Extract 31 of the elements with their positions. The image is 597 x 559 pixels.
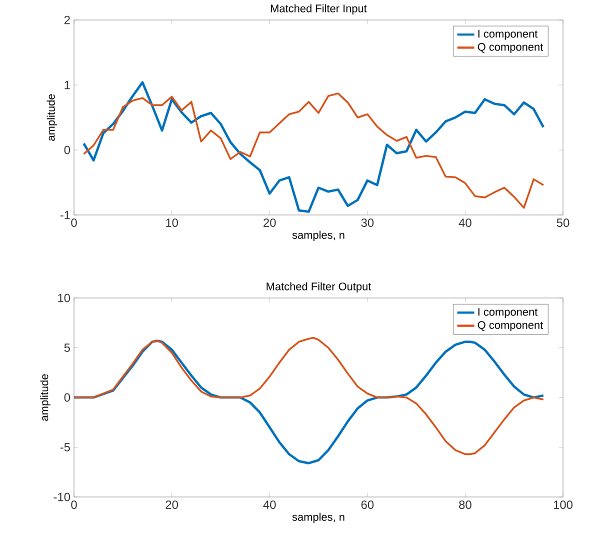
x-tick-label: 80 bbox=[459, 500, 472, 509]
x-tick-label: 30 bbox=[361, 218, 374, 227]
legend-label: I component bbox=[478, 30, 538, 40]
x-tick-label: 20 bbox=[264, 218, 276, 227]
y-tick-label: 5 bbox=[64, 344, 70, 352]
x-tick-label: 60 bbox=[361, 500, 374, 509]
x-tick-label: 10 bbox=[166, 218, 178, 227]
y-tick-label: 2 bbox=[64, 16, 70, 24]
x-tick-label: 40 bbox=[263, 500, 276, 509]
x-axis-title: samples, n bbox=[292, 512, 344, 524]
x-tick-label: 50 bbox=[556, 218, 570, 227]
y-tick-label: 0 bbox=[64, 393, 70, 402]
x-tick-label: 20 bbox=[166, 500, 178, 509]
legend-label: Q component bbox=[478, 321, 544, 332]
y-tick-label: 0 bbox=[64, 146, 70, 154]
y-axis-title: amplitude bbox=[40, 374, 50, 421]
x-tick-label: 100 bbox=[554, 500, 573, 509]
y-tick-label: 1 bbox=[64, 80, 70, 90]
x-tick-label: 0 bbox=[71, 500, 77, 509]
y-tick-label: -10 bbox=[54, 492, 70, 502]
y-tick-label: -5 bbox=[60, 443, 70, 452]
x-tick-label: 40 bbox=[458, 218, 472, 227]
y-tick-label: -1 bbox=[60, 210, 70, 220]
x-axis-title: samples, n bbox=[292, 230, 344, 242]
chart-title: Matched Filter Output bbox=[266, 282, 372, 292]
chart-title: Matched Filter Input bbox=[270, 4, 367, 14]
x-tick-label: 0 bbox=[71, 218, 77, 227]
y-tick-label: 10 bbox=[58, 294, 70, 302]
legend-label: Q component bbox=[478, 43, 544, 53]
y-axis-title: amplitude bbox=[46, 94, 58, 141]
legend-label: I component bbox=[478, 308, 538, 318]
